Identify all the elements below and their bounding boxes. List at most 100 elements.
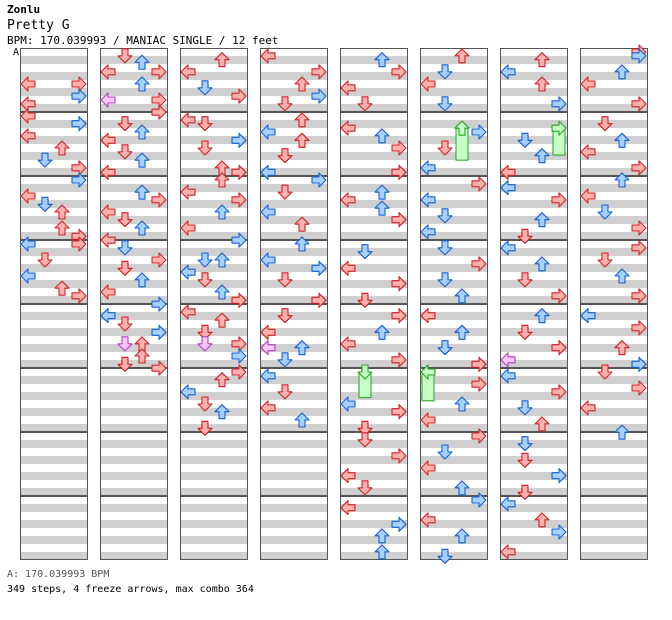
arrow-up-icon <box>614 64 630 80</box>
arrow-left-icon <box>340 336 356 352</box>
arrow-up-icon <box>134 184 150 200</box>
arrow-right-icon <box>231 164 247 180</box>
arrow-down-icon <box>597 116 613 132</box>
arrow-down-icon <box>197 396 213 412</box>
measure <box>500 176 568 240</box>
arrow-up-icon <box>214 372 230 388</box>
arrow-right-icon <box>311 88 327 104</box>
measure <box>180 368 248 432</box>
measure <box>260 240 328 304</box>
arrow-up-icon <box>134 348 150 364</box>
arrow-up-icon <box>614 268 630 284</box>
arrow-down-icon <box>197 80 213 96</box>
arrow-up-icon <box>374 544 390 560</box>
measure <box>340 176 408 240</box>
arrow-right-icon <box>71 172 87 188</box>
arrow-right-icon <box>391 276 407 292</box>
arrow-up-icon <box>454 324 470 340</box>
arrow-down-icon <box>277 384 293 400</box>
arrow-down-icon <box>517 400 533 416</box>
arrow-up-icon <box>454 528 470 544</box>
arrow-down-icon <box>517 324 533 340</box>
measure <box>100 112 168 176</box>
measure <box>20 368 88 432</box>
arrow-right-icon <box>151 324 167 340</box>
arrow-left-icon <box>180 112 196 128</box>
arrow-down-icon <box>117 48 133 64</box>
arrow-up-icon <box>214 204 230 220</box>
measure <box>100 176 168 240</box>
arrow-up-icon <box>374 128 390 144</box>
arrow-down-icon <box>117 144 133 160</box>
arrow-down-icon <box>117 260 133 276</box>
arrow-up-icon <box>534 52 550 68</box>
arrow-up-icon <box>454 288 470 304</box>
arrow-left-icon <box>180 304 196 320</box>
arrow-left-icon <box>260 164 276 180</box>
measure <box>260 368 328 432</box>
arrow-down-icon <box>277 272 293 288</box>
arrow-right-icon <box>391 64 407 80</box>
arrow-down-icon <box>357 364 373 380</box>
measure <box>420 496 488 560</box>
arrow-right-icon <box>471 256 487 272</box>
arrow-right-icon <box>231 348 247 364</box>
arrow-right-icon <box>471 428 487 444</box>
measure <box>20 176 88 240</box>
arrow-up-icon <box>374 324 390 340</box>
arrow-left-icon <box>180 64 196 80</box>
arrow-down-icon <box>437 208 453 224</box>
arrow-right-icon <box>631 356 647 372</box>
arrow-right-icon <box>391 140 407 156</box>
arrow-left-icon <box>420 364 436 380</box>
measure <box>260 176 328 240</box>
arrow-down-icon <box>357 292 373 308</box>
measure <box>180 112 248 176</box>
arrow-left-icon <box>100 308 116 324</box>
arrow-right-icon <box>311 292 327 308</box>
arrow-left-icon <box>340 192 356 208</box>
arrow-left-icon <box>500 368 516 384</box>
arrow-down-icon <box>437 240 453 256</box>
arrow-up-icon <box>294 76 310 92</box>
arrow-down-icon <box>517 228 533 244</box>
measure <box>580 112 648 176</box>
arrow-left-icon <box>100 284 116 300</box>
arrow-up-icon <box>294 216 310 232</box>
arrow-right-icon <box>71 116 87 132</box>
arrow-down-icon <box>117 116 133 132</box>
arrow-left-icon <box>420 224 436 240</box>
bpm-legend: A: 170.039993 BPM <box>7 569 110 580</box>
arrow-down-icon <box>437 96 453 112</box>
arrow-right-icon <box>151 64 167 80</box>
arrow-right-icon <box>391 308 407 324</box>
arrow-right-icon <box>231 232 247 248</box>
arrow-right-icon <box>631 220 647 236</box>
arrow-down-icon <box>517 132 533 148</box>
song-title: Pretty G <box>7 18 70 33</box>
arrow-left-icon <box>500 180 516 196</box>
arrow-left-icon <box>100 204 116 220</box>
arrow-left-icon <box>20 108 36 124</box>
arrow-left-icon <box>260 252 276 268</box>
arrow-down-icon <box>517 436 533 452</box>
arrow-down-icon <box>517 272 533 288</box>
arrow-left-icon <box>260 368 276 384</box>
arrow-up-icon <box>54 204 70 220</box>
measure <box>420 176 488 240</box>
arrow-right-icon <box>311 64 327 80</box>
arrow-up-icon <box>454 480 470 496</box>
arrow-up-icon <box>454 396 470 412</box>
arrow-right-icon <box>151 252 167 268</box>
arrow-up-icon <box>214 52 230 68</box>
arrow-right-icon <box>551 468 567 484</box>
measure <box>260 112 328 176</box>
arrow-right-icon <box>551 384 567 400</box>
arrow-left-icon <box>260 48 276 64</box>
arrow-right-icon <box>151 192 167 208</box>
arrow-up-icon <box>534 148 550 164</box>
artist-name: Zonlu <box>7 3 41 16</box>
measure <box>340 368 408 432</box>
arrow-left-icon <box>340 120 356 136</box>
arrow-down-icon <box>197 252 213 268</box>
